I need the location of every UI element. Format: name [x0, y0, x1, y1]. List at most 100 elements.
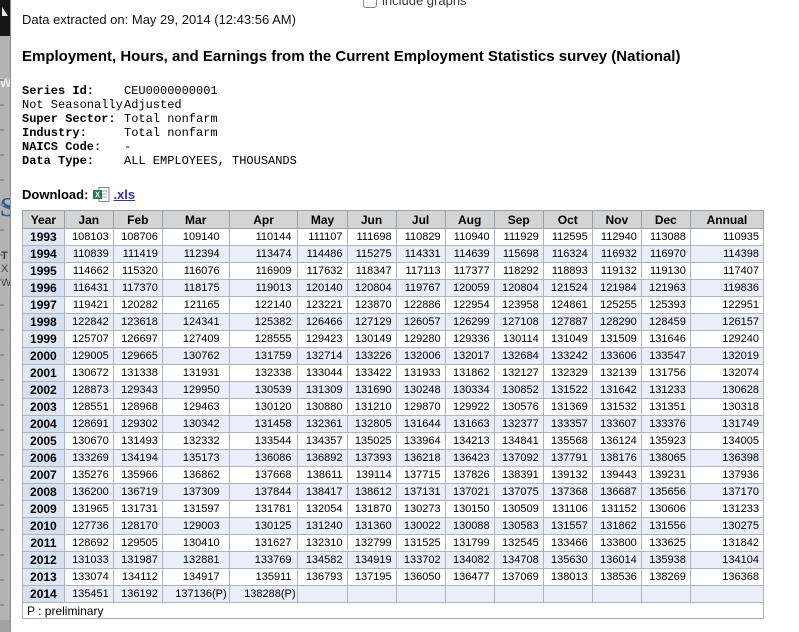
value-cell: 131369 — [542, 398, 593, 416]
value-cell: 131987 — [112, 551, 163, 569]
employment-data-table: Year Jan Feb Mar Apr May Jun Jul Aug Sep Oct Nov Dec… — [22, 210, 765, 619]
xls-download-link[interactable]: .xls — [113, 186, 136, 202]
value-cell: 113088 — [640, 228, 691, 246]
value-cell: 118292 — [493, 262, 544, 280]
value-cell: 131338 — [112, 364, 163, 382]
value-cell: 114398 — [689, 245, 765, 263]
series-info-line: Industry: Total nonfarm — [22, 126, 798, 140]
table-row: 2011 128692 129505 130410 131627 132310 132799… — [22, 534, 765, 552]
value-cell: 133547 — [640, 347, 691, 365]
data-view-panel: include graphs Data extracted on: May 29… — [10, 0, 798, 632]
value-cell: 116932 — [591, 245, 642, 263]
value-cell: 138176 — [591, 449, 642, 467]
value-cell: 131049 — [542, 330, 593, 348]
year-cell: 2008 — [22, 483, 65, 501]
value-cell: 139231 — [640, 466, 691, 484]
year-cell: 1993 — [22, 228, 65, 246]
value-cell: 137136(P) — [161, 585, 230, 603]
excel-file-icon[interactable]: X — [93, 186, 110, 202]
background-page-strip: W S T X W — [0, 0, 10, 632]
value-cell: 120804 — [493, 279, 544, 297]
value-cell: 128290 — [591, 313, 642, 331]
value-cell: 131556 — [640, 517, 691, 535]
value-cell: 128968 — [112, 398, 163, 416]
value-cell: 111929 — [493, 228, 544, 246]
value-cell: 130150 — [444, 500, 495, 518]
series-info-line: Series Id: CEU0000000001 — [22, 84, 798, 98]
table-row: 2008 136200 136719 137309 137844 138417 138612… — [22, 483, 765, 501]
value-cell — [689, 585, 765, 603]
value-cell: 130628 — [689, 381, 765, 399]
value-cell: 121165 — [161, 296, 230, 314]
value-cell: 134082 — [444, 551, 495, 569]
value-cell: 120804 — [346, 279, 397, 297]
value-cell: 130410 — [161, 534, 230, 552]
value-cell: 130318 — [689, 398, 765, 416]
value-cell: 130880 — [297, 398, 348, 416]
value-cell: 130248 — [395, 381, 446, 399]
value-cell: 110940 — [444, 228, 495, 246]
year-cell: 2001 — [22, 364, 65, 382]
series-info-value: ALL EMPLOYEES, THOUSANDS — [124, 154, 297, 168]
value-cell: 128170 — [112, 517, 163, 535]
value-cell: 123221 — [297, 296, 348, 314]
year-cell: 2007 — [22, 466, 65, 484]
column-header-aug: Aug — [444, 210, 495, 229]
value-cell: 136368 — [689, 568, 765, 586]
value-cell: 133625 — [640, 534, 691, 552]
value-cell: 126697 — [112, 330, 163, 348]
series-info-block: Series Id: CEU0000000001 Not SeasonallyAdj… — [22, 84, 798, 168]
column-header-may: May — [297, 210, 348, 229]
series-info-label: Series Id: — [22, 84, 95, 98]
year-cell: 2000 — [22, 347, 65, 365]
value-cell: 114639 — [444, 245, 495, 263]
column-header-feb: Feb — [112, 210, 163, 229]
value-cell: 134357 — [297, 432, 348, 450]
value-cell: 126057 — [395, 313, 446, 331]
value-cell: 133702 — [395, 551, 446, 569]
value-cell: 127409 — [161, 330, 230, 348]
background-row-lines — [0, 56, 4, 616]
table-row: 2012 131033 131987 132881 133769 134582 134919… — [22, 551, 765, 569]
include-graphs-checkbox[interactable] — [363, 0, 377, 8]
value-cell: 134112 — [112, 568, 163, 586]
value-cell: 122842 — [63, 313, 114, 331]
value-cell: 138612 — [346, 483, 397, 501]
value-cell: 135276 — [63, 466, 114, 484]
value-cell: 131862 — [591, 517, 642, 535]
value-cell: 131152 — [591, 500, 642, 518]
value-cell: 132684 — [493, 347, 544, 365]
value-cell: 115698 — [493, 245, 544, 263]
value-cell: 127129 — [346, 313, 397, 331]
value-cell: 130022 — [395, 517, 446, 535]
series-info-line: Data Type: ALL EMPLOYEES, THOUSANDS — [22, 154, 798, 168]
value-cell: 129336 — [444, 330, 495, 348]
year-cell: 2006 — [22, 449, 65, 467]
value-cell: 132074 — [689, 364, 765, 382]
value-cell: 132019 — [689, 347, 765, 365]
value-cell: 125382 — [228, 313, 299, 331]
value-cell: 137791 — [542, 449, 593, 467]
value-cell: 136793 — [297, 568, 348, 586]
value-cell: 110935 — [689, 228, 765, 246]
value-cell — [444, 585, 495, 603]
value-cell: 136200 — [63, 483, 114, 501]
value-cell: 135656 — [640, 483, 691, 501]
value-cell: 128555 — [228, 330, 299, 348]
value-cell: 122954 — [444, 296, 495, 314]
background-logo-fragment-icon — [2, 7, 8, 16]
value-cell: 132338 — [228, 364, 299, 382]
table-row: 2007 135276 135966 136862 137668 138611 139114… — [22, 466, 765, 484]
value-cell: 120282 — [112, 296, 163, 314]
value-cell: 120140 — [297, 279, 348, 297]
value-cell: 130275 — [689, 517, 765, 535]
value-cell: 137092 — [493, 449, 544, 467]
value-cell: 125707 — [63, 330, 114, 348]
value-cell: 132127 — [493, 364, 544, 382]
value-cell: 112394 — [161, 245, 230, 263]
column-header-apr: Apr — [228, 210, 299, 229]
value-cell: 137844 — [228, 483, 299, 501]
footnote-row: P : preliminary — [22, 602, 764, 619]
table-row: 2006 133269 134194 135173 136086 136892 137393… — [22, 449, 765, 467]
table-row: 1999 125707 126697 127409 128555 129423 130149… — [22, 330, 765, 348]
